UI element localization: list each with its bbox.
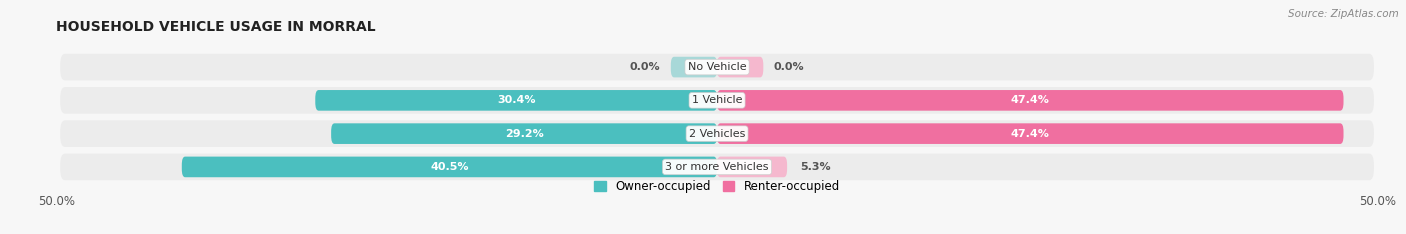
FancyBboxPatch shape [717,57,763,77]
Legend: Owner-occupied, Renter-occupied: Owner-occupied, Renter-occupied [589,176,845,198]
Text: 30.4%: 30.4% [496,95,536,105]
FancyBboxPatch shape [332,123,717,144]
FancyBboxPatch shape [60,87,1374,114]
FancyBboxPatch shape [315,90,717,111]
FancyBboxPatch shape [60,120,1374,147]
Text: 47.4%: 47.4% [1011,129,1050,139]
FancyBboxPatch shape [717,123,1344,144]
Text: 0.0%: 0.0% [773,62,804,72]
Text: HOUSEHOLD VEHICLE USAGE IN MORRAL: HOUSEHOLD VEHICLE USAGE IN MORRAL [56,20,375,34]
Text: 47.4%: 47.4% [1011,95,1050,105]
Text: 40.5%: 40.5% [430,162,468,172]
Text: 1 Vehicle: 1 Vehicle [692,95,742,105]
Text: 5.3%: 5.3% [800,162,831,172]
FancyBboxPatch shape [60,154,1374,180]
Text: 29.2%: 29.2% [505,129,544,139]
FancyBboxPatch shape [671,57,717,77]
Text: 3 or more Vehicles: 3 or more Vehicles [665,162,769,172]
Text: No Vehicle: No Vehicle [688,62,747,72]
Text: 2 Vehicles: 2 Vehicles [689,129,745,139]
FancyBboxPatch shape [717,157,787,177]
FancyBboxPatch shape [181,157,717,177]
FancyBboxPatch shape [60,54,1374,80]
Text: 0.0%: 0.0% [630,62,661,72]
Text: Source: ZipAtlas.com: Source: ZipAtlas.com [1288,9,1399,19]
FancyBboxPatch shape [717,90,1344,111]
